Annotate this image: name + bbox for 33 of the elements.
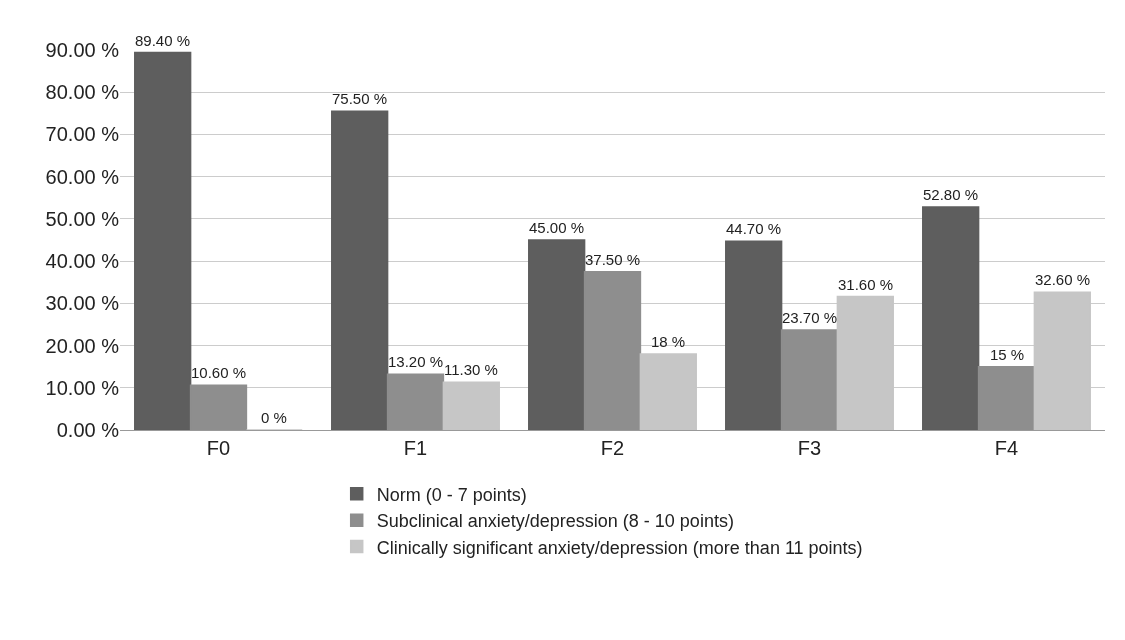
y-tick-label: 50.00 % (45, 207, 120, 230)
y-tick-label: 10.00 % (45, 376, 120, 399)
x-tick-label: F2 (600, 437, 625, 459)
x-tick-label: F0 (206, 437, 231, 459)
data-label: 23.70 % (782, 309, 838, 326)
legend-label: Clinically significant anxiety/depression (more than 11 points) (376, 537, 863, 558)
legend-label: Norm (0 - 7 points) (376, 484, 527, 505)
data-label: 75.50 % (332, 90, 388, 107)
y-tick-label: 90.00 % (45, 39, 120, 61)
y-tick-label: 60.00 % (45, 165, 120, 188)
data-label: 31.60 % (838, 276, 894, 293)
data-label: 11.30 % (444, 361, 498, 378)
y-tick-label: 70.00 % (45, 123, 120, 146)
data-label: 10.60 % (191, 364, 247, 381)
data-label: 45.00 % (529, 219, 585, 236)
y-tick-label: 80.00 % (45, 81, 120, 104)
data-label: 15 % (990, 346, 1025, 363)
data-label: 44.70 % (726, 220, 782, 237)
y-tick-label: 30.00 % (45, 292, 120, 315)
y-tick-label: 20.00 % (45, 334, 120, 357)
data-label: 13.20 % (388, 353, 444, 370)
data-label: 37.50 % (585, 251, 641, 268)
x-tick-label: F4 (994, 437, 1019, 459)
x-tick-label: F3 (797, 437, 822, 459)
data-label: 18 % (651, 333, 686, 350)
data-label: 89.40 % (135, 32, 191, 49)
y-tick-label: 40.00 % (45, 250, 120, 273)
data-label: 32.60 % (1035, 271, 1091, 288)
data-label: 52.80 % (923, 186, 979, 203)
data-label: 0 % (261, 409, 287, 426)
y-tick-label: 0.00 % (56, 419, 120, 441)
x-tick-label: F1 (403, 437, 428, 459)
legend-label: Subclinical anxiety/depression (8 - 10 points) (376, 511, 734, 532)
